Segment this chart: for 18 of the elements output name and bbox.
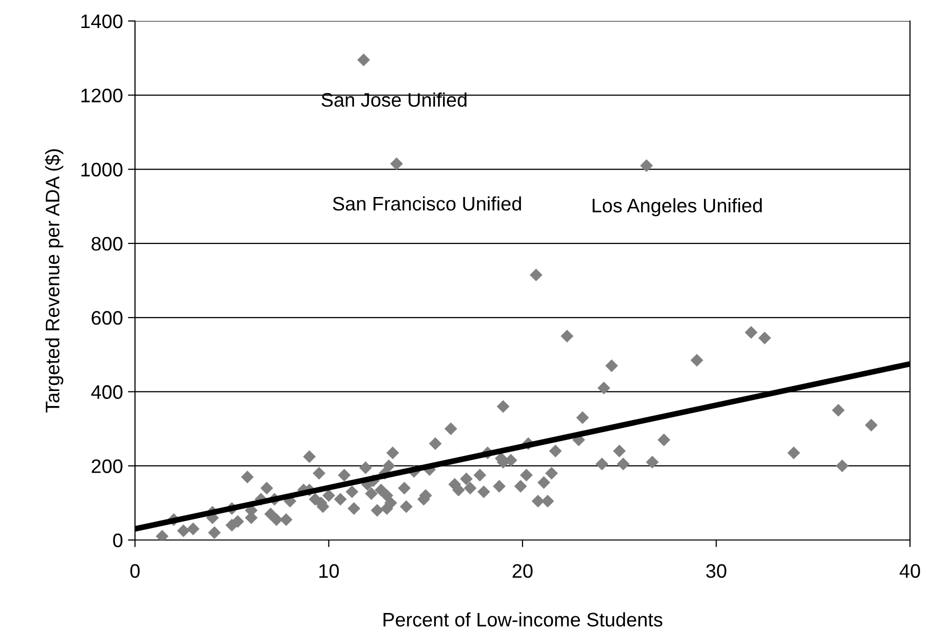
y-tick-label: 1000: [81, 162, 122, 177]
y-tick-label: 0: [113, 533, 122, 548]
y-tick-label: 400: [91, 385, 122, 399]
x-tick-label: 30: [706, 564, 726, 578]
y-tick-label: 800: [92, 236, 122, 251]
annotation: San Francisco Unified: [332, 196, 521, 211]
x-tick-label: 20: [512, 564, 533, 578]
annotation: Los Angeles Unified: [592, 198, 762, 216]
y-tick-label: 1200: [81, 88, 122, 102]
x-tick-label: 10: [319, 564, 339, 578]
y-tick-label: 200: [92, 459, 122, 474]
y-axis-title: Targeted Revenue per ADA ($): [44, 149, 64, 412]
annotation: San Jose Unified: [322, 92, 466, 107]
x-axis-title: Percent of Low-income Students: [384, 612, 662, 627]
x-tick-label: 0: [130, 564, 140, 578]
y-tick-label: 600: [92, 311, 122, 325]
x-tick-label: 40: [900, 564, 920, 578]
y-tick-label: 1400: [81, 14, 122, 28]
